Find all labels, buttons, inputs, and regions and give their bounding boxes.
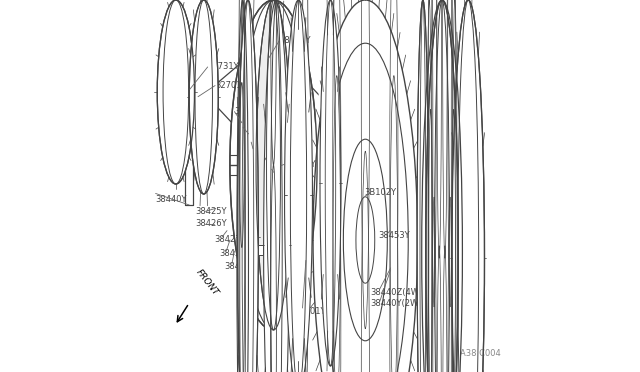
Ellipse shape bbox=[426, 0, 458, 372]
Text: 38421Y: 38421Y bbox=[234, 107, 266, 116]
Ellipse shape bbox=[230, 0, 317, 330]
Text: 32731Y: 32731Y bbox=[207, 62, 239, 71]
Text: 38425Y: 38425Y bbox=[273, 168, 305, 177]
Text: FRONT: FRONT bbox=[195, 268, 221, 298]
Text: 38440Z(4WD): 38440Z(4WD) bbox=[370, 288, 429, 296]
Text: A38 C004: A38 C004 bbox=[460, 349, 500, 358]
Text: 32701Y: 32701Y bbox=[215, 81, 246, 90]
Ellipse shape bbox=[237, 0, 259, 372]
Text: 38440Y(2WD): 38440Y(2WD) bbox=[370, 299, 428, 308]
Ellipse shape bbox=[309, 0, 422, 372]
Text: 38423Y: 38423Y bbox=[219, 249, 250, 258]
Ellipse shape bbox=[189, 0, 218, 194]
Text: 38411Y: 38411Y bbox=[279, 36, 310, 45]
Text: 38426Y: 38426Y bbox=[195, 219, 227, 228]
Text: 38427J: 38427J bbox=[214, 235, 243, 244]
Ellipse shape bbox=[285, 0, 312, 372]
Text: 38423Y: 38423Y bbox=[251, 138, 283, 147]
Ellipse shape bbox=[256, 0, 291, 330]
Text: 38426Y: 38426Y bbox=[284, 160, 316, 169]
Ellipse shape bbox=[264, 0, 289, 372]
Text: 38425Y: 38425Y bbox=[195, 207, 227, 216]
Text: 38424Y: 38424Y bbox=[225, 262, 256, 271]
Ellipse shape bbox=[157, 0, 195, 184]
Ellipse shape bbox=[452, 0, 484, 372]
Ellipse shape bbox=[320, 0, 341, 366]
Text: 38427Y: 38427Y bbox=[265, 153, 296, 162]
Text: 38440Y: 38440Y bbox=[156, 195, 187, 203]
Text: 38424Y: 38424Y bbox=[243, 123, 275, 132]
FancyBboxPatch shape bbox=[259, 245, 263, 255]
Ellipse shape bbox=[417, 0, 429, 372]
Text: 38101Y: 38101Y bbox=[294, 307, 326, 316]
Text: 3B102Y: 3B102Y bbox=[365, 188, 397, 197]
Text: 38453Y: 38453Y bbox=[379, 231, 410, 240]
FancyBboxPatch shape bbox=[185, 130, 193, 205]
